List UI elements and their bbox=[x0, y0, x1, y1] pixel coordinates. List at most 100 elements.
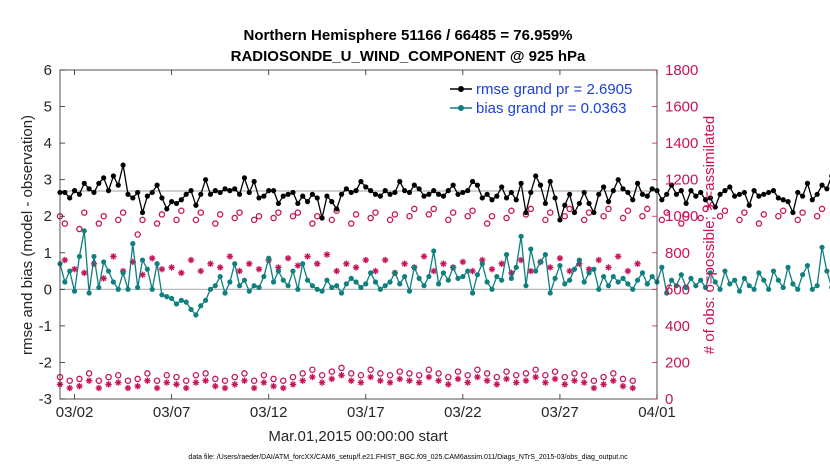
rmse-point bbox=[766, 189, 772, 196]
obs-assimilated-point bbox=[464, 379, 471, 386]
asterisk-stroke bbox=[532, 374, 539, 380]
asterisk-stroke bbox=[212, 383, 219, 389]
y-tick-label: 1 bbox=[44, 245, 52, 262]
bias-point bbox=[164, 294, 170, 300]
bias-point bbox=[241, 277, 248, 283]
bias-point bbox=[518, 233, 524, 239]
obs-assimilated-point bbox=[503, 375, 510, 383]
obs-possible-point bbox=[163, 371, 171, 379]
rmse-point bbox=[644, 193, 650, 199]
asterisk-stroke bbox=[596, 257, 602, 263]
obs-possible-point bbox=[799, 209, 806, 216]
obs-assimilated-point bbox=[338, 372, 345, 379]
rmse-point bbox=[139, 209, 146, 216]
obs-possible-point bbox=[202, 370, 209, 377]
asterisk-stroke bbox=[353, 264, 359, 271]
bias-point bbox=[523, 283, 529, 289]
obs-possible-point bbox=[216, 211, 224, 218]
asterisk-stroke bbox=[110, 253, 117, 260]
bias-point bbox=[251, 283, 257, 289]
bias-point bbox=[62, 279, 68, 285]
bias-point bbox=[290, 268, 296, 274]
obs-possible-point bbox=[435, 370, 442, 377]
rmse-point bbox=[547, 178, 553, 185]
asterisk-stroke bbox=[489, 266, 495, 272]
asterisk-stroke bbox=[620, 383, 626, 389]
bias-point bbox=[775, 277, 781, 283]
x-tick-label: 03/27 bbox=[541, 404, 579, 421]
bias-point bbox=[625, 281, 631, 287]
bias-point bbox=[824, 268, 830, 274]
obs-possible-point bbox=[619, 375, 627, 383]
obs-assimilated-point bbox=[420, 253, 428, 260]
rmse-point bbox=[144, 193, 150, 199]
bias-point bbox=[217, 273, 223, 280]
rmse-point bbox=[567, 191, 573, 197]
rmse-point bbox=[790, 209, 796, 216]
rmse-point bbox=[71, 188, 78, 194]
bias-point bbox=[659, 264, 665, 270]
bias-point bbox=[479, 261, 485, 267]
asterisk-stroke bbox=[105, 381, 112, 388]
obs-assimilated-point bbox=[522, 377, 530, 384]
obs-assimilated-point bbox=[571, 377, 578, 384]
obs-possible-point bbox=[522, 370, 530, 377]
obs-possible-point bbox=[721, 207, 729, 214]
rmse-point bbox=[62, 189, 68, 196]
rmse-point bbox=[503, 195, 510, 201]
obs-possible-point bbox=[139, 216, 146, 224]
obs-possible-point bbox=[474, 366, 481, 374]
obs-assimilated-point bbox=[61, 256, 69, 264]
y-tick-label: -1 bbox=[39, 318, 52, 335]
obs-assimilated-point bbox=[212, 383, 219, 390]
rmse-point bbox=[445, 188, 451, 194]
bias-point bbox=[605, 283, 612, 289]
obs-possible-point bbox=[755, 220, 763, 227]
bias-point bbox=[698, 277, 704, 283]
obs-possible-point bbox=[173, 373, 180, 381]
legend-bias-label: bias grand pr = 0.0363 bbox=[476, 100, 627, 117]
bias-point bbox=[329, 284, 335, 291]
obs-assimilated-point bbox=[454, 375, 462, 383]
obs-assimilated-point bbox=[415, 379, 423, 386]
obs-assimilated-point bbox=[134, 383, 141, 390]
obs-assimilated-point bbox=[595, 256, 602, 264]
rmse-point bbox=[416, 186, 422, 192]
bias-point bbox=[581, 279, 587, 285]
obs-possible-point bbox=[76, 375, 83, 383]
x-tick-label: 03/17 bbox=[347, 404, 385, 421]
obs-assimilated-point bbox=[605, 264, 612, 271]
rmse-point bbox=[571, 209, 578, 216]
rmse-point bbox=[329, 199, 335, 205]
x-tick-label: 03/07 bbox=[153, 404, 191, 421]
rmse-point bbox=[222, 186, 228, 192]
rmse-point bbox=[552, 195, 558, 201]
obs-possible-point bbox=[124, 377, 132, 384]
rmse-point bbox=[207, 191, 214, 197]
bias-point bbox=[722, 268, 728, 274]
asterisk-stroke bbox=[256, 266, 262, 272]
obs-possible-point bbox=[716, 212, 724, 220]
obs-possible-point bbox=[658, 216, 666, 224]
obs-assimilated-point bbox=[124, 384, 132, 392]
obs-assimilated-point bbox=[566, 267, 573, 275]
asterisk-stroke bbox=[557, 255, 563, 261]
obs-assimilated-point bbox=[100, 275, 107, 282]
bias-point bbox=[508, 275, 514, 281]
rmse-point bbox=[605, 199, 612, 205]
obs-assimilated-point bbox=[241, 377, 248, 384]
obs-assimilated-point bbox=[250, 384, 258, 392]
bias-point bbox=[484, 279, 490, 285]
obs-possible-point bbox=[430, 205, 437, 213]
obs-assimilated-point bbox=[81, 269, 88, 277]
rmse-point bbox=[76, 191, 83, 197]
asterisk-stroke bbox=[625, 268, 631, 274]
obs-possible-point bbox=[270, 375, 277, 383]
asterisk-stroke bbox=[295, 262, 301, 269]
obs-assimilated-point bbox=[226, 253, 234, 260]
asterisk-stroke bbox=[270, 383, 277, 389]
obs-assimilated-point bbox=[309, 373, 316, 381]
chart-title: Northern Hemisphere 51166 / 66485 = 76.9… bbox=[244, 27, 573, 44]
rmse-point bbox=[698, 189, 704, 196]
